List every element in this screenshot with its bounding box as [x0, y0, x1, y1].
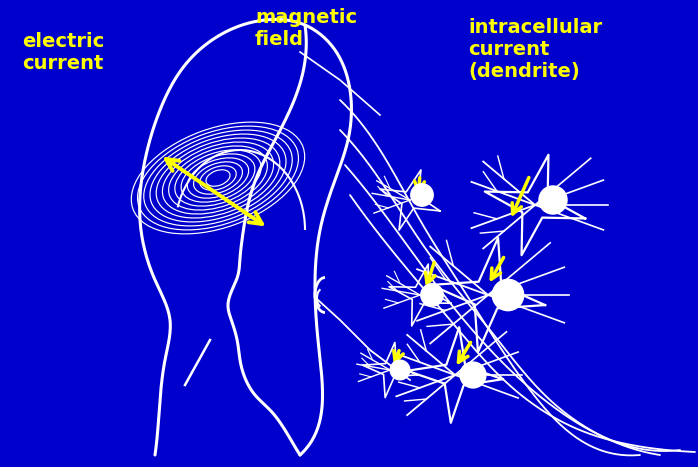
Text: magnetic
field: magnetic field	[255, 8, 357, 49]
Circle shape	[421, 284, 443, 306]
Text: intracellular
current
(dendrite): intracellular current (dendrite)	[468, 18, 602, 81]
Circle shape	[460, 362, 486, 388]
Text: electric
current: electric current	[22, 32, 104, 73]
Circle shape	[411, 184, 433, 206]
Circle shape	[390, 360, 410, 380]
Circle shape	[492, 279, 524, 311]
Circle shape	[539, 186, 567, 214]
